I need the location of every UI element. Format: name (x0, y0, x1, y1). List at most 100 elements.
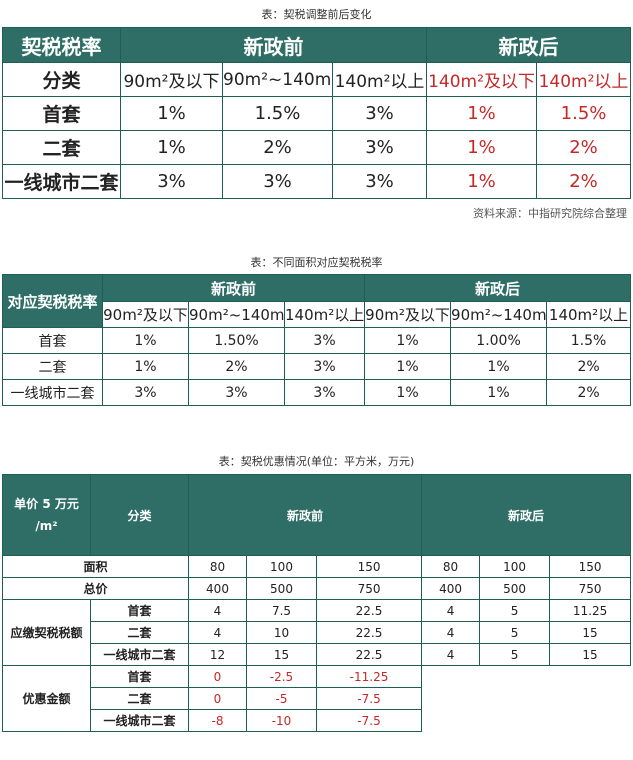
table3-cell: 15 (549, 643, 632, 666)
table1-corner: 契税税率 (2, 27, 121, 63)
table3-tax-group: 应缴契税税额 (2, 599, 91, 666)
table3-empty (422, 688, 631, 710)
table3-cell: 100 (479, 555, 551, 578)
table3-row-label: 首套 (90, 665, 189, 688)
table2-row-label: 首套 (2, 327, 103, 354)
table1-sub-after: 140m²以上 (536, 62, 632, 97)
table3-cell: 150 (315, 555, 423, 578)
table2-cell: 1% (102, 353, 189, 380)
table1-cell: 3% (331, 130, 428, 165)
table3-discount-cell: 0 (188, 687, 247, 710)
table3-category-label: 分类 (90, 474, 189, 556)
table3-discount-cell: -2.5 (246, 665, 317, 688)
table2-sub-before: 90m²~140m² (188, 301, 285, 328)
table3-empty (422, 710, 631, 732)
table3-caption: 表：契税优惠情况(单位：平方米，万元) (218, 455, 415, 468)
table1-cell: 2% (536, 130, 632, 165)
table2-cell: 1.00% (450, 327, 548, 354)
table2-group-before: 新政前 (101, 274, 366, 302)
table3-area-label: 面积 (2, 555, 189, 578)
table3-row-label: 首套 (90, 599, 189, 622)
table3-empty (422, 666, 631, 688)
table1-cell: 1% (426, 96, 538, 131)
table1-group-before: 新政前 (119, 27, 428, 63)
table3-corner: 单价 5 万元 /m² (2, 474, 91, 556)
table3-row-label: 一线城市二套 (90, 709, 189, 732)
tax-change-table: 契税税率 新政前 新政后 分类 90m²及以下 90m²~140m² 140m²… (2, 27, 632, 199)
table1-cell: 1% (426, 130, 538, 165)
table1-row-label: 首套 (2, 96, 121, 131)
table1-source: 资料来源：中指研究院综合整理 (473, 207, 627, 220)
table2-cell: 1.5% (546, 327, 632, 354)
table1-sub-after: 140m²及以下 (426, 62, 538, 97)
table1-group-after: 新政后 (426, 27, 632, 63)
table3-cell: 4 (188, 621, 247, 644)
table3-cell: 5 (479, 599, 551, 622)
table3-group-before: 新政前 (187, 474, 423, 556)
table1-sub-before: 90m²~140m² (222, 62, 333, 97)
table3-cell: 22.5 (315, 599, 423, 622)
table3-cell: 4 (188, 599, 247, 622)
table3-cell: 750 (315, 577, 423, 600)
table2-group-after: 新政后 (364, 274, 632, 302)
table1-row-label: 二套 (2, 130, 121, 165)
table3-cell: 7.5 (246, 599, 317, 622)
table2-cell: 1% (450, 353, 548, 380)
table2-cell: 3% (283, 327, 366, 354)
table1-row-label: 一线城市二套 (2, 164, 121, 199)
table1-category-label: 分类 (2, 62, 121, 97)
table3-row-label: 二套 (90, 687, 189, 710)
table2-sub-before: 90m²及以下 (102, 301, 189, 328)
table3-discount-cell: -5 (246, 687, 317, 710)
table3-cell: 4 (421, 621, 481, 644)
table2-cell: 3% (283, 353, 366, 380)
table3-group-after: 新政后 (421, 474, 632, 556)
table3-cell: 5 (479, 621, 551, 644)
table2-corner: 对应契税税率 (2, 274, 103, 328)
table3-discount-cell: -8 (188, 709, 247, 732)
table2-cell: 1.50% (188, 327, 285, 354)
table1-cell: 3% (331, 96, 428, 131)
table3-cell: 15 (246, 643, 317, 666)
table1-cell: 1% (426, 164, 538, 199)
table3-discount-group: 优惠金额 (2, 665, 91, 732)
table3-total-label: 总价 (2, 577, 189, 600)
table1-cell: 2% (536, 164, 632, 199)
table1-cell: 1.5% (536, 96, 632, 131)
table2-cell: 3% (188, 379, 285, 406)
table3-row-label: 一线城市二套 (90, 643, 189, 666)
table3-cell: 4 (421, 599, 481, 622)
table2-cell: 2% (546, 379, 632, 406)
table2-cell: 1% (364, 353, 452, 380)
table3-cell: 500 (479, 577, 551, 600)
table3-cell: 12 (188, 643, 247, 666)
table2-sub-after: 140m²以上 (546, 301, 632, 328)
table2-cell: 3% (283, 379, 366, 406)
table2-cell: 2% (188, 353, 285, 380)
table1-cell: 3% (120, 164, 223, 199)
table3-cell: 10 (246, 621, 317, 644)
table1-cell: 1% (120, 96, 223, 131)
tax-discount-table: 单价 5 万元 /m² 分类 新政前 新政后 面积 80 100 150 80 … (2, 474, 632, 732)
table1-cell: 3% (331, 164, 428, 199)
table3-discount-cell: -7.5 (315, 687, 423, 710)
table3-discount-cell: -10 (246, 709, 317, 732)
table1-sub-before: 140m²以上 (331, 62, 428, 97)
table3-cell: 400 (188, 577, 247, 600)
table3-cell: 100 (246, 555, 317, 578)
table2-sub-before: 140m²以上 (283, 301, 366, 328)
table3-cell: 400 (421, 577, 481, 600)
table3-cell: 11.25 (549, 599, 632, 622)
table3-cell: 15 (549, 621, 632, 644)
table3-cell: 22.5 (315, 621, 423, 644)
table2-sub-after: 90m²~140m² (450, 301, 548, 328)
table2-cell: 2% (546, 353, 632, 380)
table3-cell: 80 (421, 555, 481, 578)
table3-cell: 22.5 (315, 643, 423, 666)
table1-cell: 1% (120, 130, 223, 165)
table1-cell: 2% (222, 130, 333, 165)
table2-cell: 1% (364, 379, 452, 406)
rate-by-area-table: 对应契税税率 新政前 新政后 90m²及以下 90m²~140m² 140m²以… (2, 274, 632, 406)
table3-discount-cell: 0 (188, 665, 247, 688)
table1-caption: 表：契税调整前后变化 (261, 8, 372, 21)
